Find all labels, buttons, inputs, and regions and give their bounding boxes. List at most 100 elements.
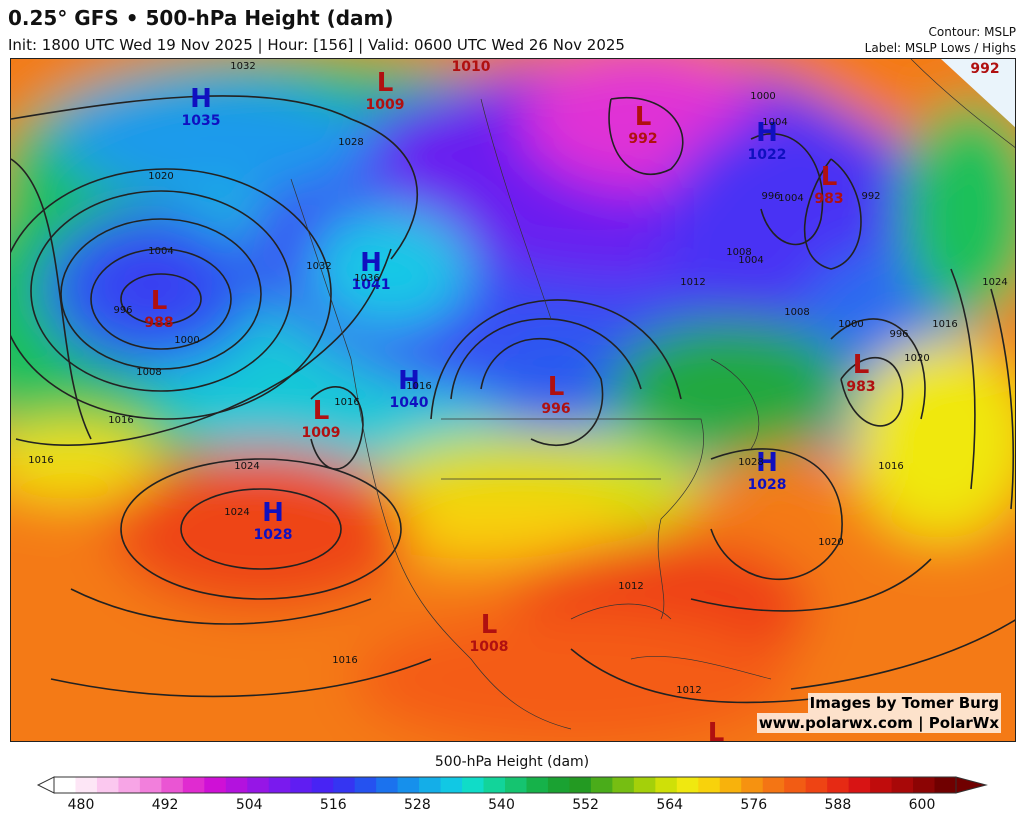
colorbar-swatch	[376, 777, 399, 793]
colorbar-swatch	[75, 777, 98, 793]
pressure-letter: L	[708, 718, 725, 742]
colorbar-title: 500-hPa Height (dam)	[434, 754, 590, 770]
pressure-letter: L	[313, 396, 330, 426]
pressure-value: 988	[144, 315, 173, 331]
isobar-label: 1016	[332, 655, 357, 666]
isobar-label: 1024	[982, 277, 1007, 288]
pressure-letter: L	[635, 102, 652, 132]
colorbar-swatch	[139, 777, 162, 793]
colorbar-tick-label: 600	[908, 797, 936, 813]
isobar-label: 996	[889, 329, 908, 340]
pressure-value: 1009	[302, 425, 341, 441]
isobar-label: 1020	[904, 353, 929, 364]
isobar-label: 1020	[818, 537, 843, 548]
colorbar-swatch	[870, 777, 893, 793]
isobar-label: 1000	[750, 91, 775, 102]
colorbar-swatch	[333, 777, 356, 793]
height-field	[11, 59, 1015, 741]
isobar-label: 1012	[618, 581, 643, 592]
pressure-letter: H	[360, 248, 382, 278]
isobar-label: 1016	[406, 381, 431, 392]
pressure-value: 1022	[748, 147, 787, 163]
pressure-value: 1035	[182, 113, 221, 129]
pressure-value: 1008	[470, 639, 509, 655]
pressure-letter: L	[821, 162, 838, 192]
isobar-label: 1020	[148, 171, 173, 182]
colorbar-swatch	[419, 777, 442, 793]
colorbar-swatch	[676, 777, 699, 793]
isobar-label: 1008	[726, 247, 751, 258]
pressure-letter: H	[190, 84, 212, 114]
pressure-value: 983	[814, 191, 843, 207]
credit-line-site: www.polarwx.com | PolarWx	[756, 713, 1001, 733]
isobar-label: 1028	[738, 457, 763, 468]
colorbar-swatch	[268, 777, 291, 793]
colorbar-swatch	[590, 777, 613, 793]
colorbar-swatch	[784, 777, 807, 793]
label-info: Label: MSLP Lows / Highs	[864, 41, 1016, 55]
isobar-label: 1000	[174, 335, 199, 346]
colorbar-swatch	[54, 777, 76, 793]
pressure-value: 1028	[254, 527, 293, 543]
pressure-center-low: L	[708, 718, 725, 742]
isobar-label: 1004	[738, 255, 763, 266]
colorbar-tick-label: 528	[404, 797, 431, 813]
colorbar-swatch	[848, 777, 871, 793]
pressure-letter: H	[262, 498, 284, 528]
pressure-value: 1041	[352, 277, 391, 293]
pressure-letter: H	[756, 118, 778, 148]
colorbar-swatch	[827, 777, 850, 793]
colorbar-swatch	[483, 777, 506, 793]
colorbar-swatch	[440, 777, 463, 793]
colorbar-swatch	[311, 777, 334, 793]
isobar-label: 1016	[108, 415, 133, 426]
isobar-label: 1032	[230, 61, 255, 72]
pressure-letter: L	[151, 286, 168, 316]
colorbar-tick-label: 552	[572, 797, 599, 813]
edge-pressure-label: 992	[970, 61, 999, 77]
colorbar-tick-label: 588	[824, 797, 852, 813]
isobar-label: 1000	[838, 319, 863, 330]
pressure-value: 1028	[748, 477, 787, 493]
colorbar-border	[53, 776, 957, 794]
colorbar-swatch	[118, 777, 141, 793]
pressure-letter: L	[548, 372, 565, 402]
pressure-value: 996	[541, 401, 570, 417]
colorbar-tick-label: 516	[319, 797, 347, 813]
pressure-value: 983	[846, 379, 875, 395]
map-title: 0.25° GFS • 500-hPa Height (dam)	[8, 6, 394, 30]
isobar-label: 1016	[878, 461, 903, 472]
isobar-label: 1008	[784, 307, 809, 318]
colorbar-max-arrow	[955, 776, 988, 794]
isobar-label: 1008	[136, 367, 161, 378]
pressure-value: 1009	[366, 97, 405, 113]
colorbar-tick-label: 504	[235, 797, 263, 813]
isobar-label: 1004	[778, 193, 803, 204]
isobar-label: 1036	[354, 273, 379, 284]
colorbar	[36, 776, 988, 794]
colorbar-swatch	[913, 777, 936, 793]
colorbar-tick-label: 564	[656, 797, 684, 813]
map-subtitle: Init: 1800 UTC Wed 19 Nov 2025 | Hour: […	[8, 36, 625, 54]
colorbar-swatch	[698, 777, 721, 793]
contour-info: Contour: MSLP Label: MSLP Lows / Highs	[865, 24, 1016, 56]
colorbar-swatch	[290, 777, 313, 793]
colorbar-swatch	[741, 777, 764, 793]
pressure-letter: L	[377, 68, 394, 98]
colorbar-tick-label: 480	[67, 797, 95, 813]
isobar-label: 996	[113, 305, 132, 316]
colorbar-swatch	[462, 777, 485, 793]
colorbar-min-arrow	[36, 776, 55, 794]
isobar-label: 992	[861, 191, 880, 202]
colorbar-swatch	[655, 777, 678, 793]
coastlines	[290, 59, 1015, 730]
